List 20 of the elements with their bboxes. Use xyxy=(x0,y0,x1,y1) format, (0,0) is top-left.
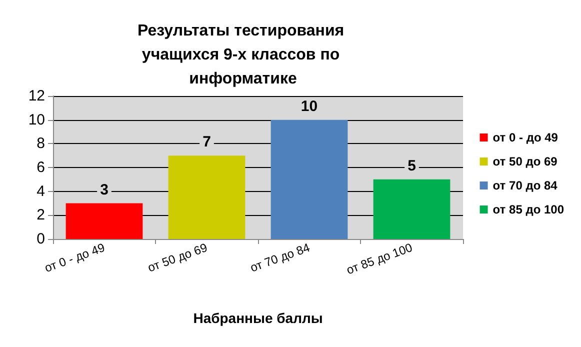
y-tick-label: 10 xyxy=(28,111,45,128)
y-tick-label: 2 xyxy=(36,206,45,224)
x-tick-label: от 70 до 84 xyxy=(248,240,312,275)
x-tick-label: от 50 до 69 xyxy=(146,240,210,275)
data-label: 3 xyxy=(100,181,108,198)
chart-title: Результаты тестирования учащихся 9-х классов по информатике xyxy=(137,22,349,88)
y-tick-label: 4 xyxy=(36,182,45,200)
data-label: 7 xyxy=(202,134,211,151)
legend-label: от 50 до 69 xyxy=(492,154,558,168)
y-tick-label: 8 xyxy=(36,135,45,152)
legend-label: от 70 до 84 xyxy=(492,178,558,192)
x-axis-title: Набранные баллы xyxy=(193,310,323,326)
y-tick-label: 0 xyxy=(36,230,45,248)
y-tick-label: 6 xyxy=(36,159,45,176)
data-label: 5 xyxy=(408,157,416,174)
x-tick-label: от 85 до 100 xyxy=(344,240,414,278)
data-label: 10 xyxy=(300,98,318,115)
y-tick-label: 12 xyxy=(28,88,45,104)
legend-label: от 85 до 100 xyxy=(492,202,564,216)
legend-label: от 0 - до 49 xyxy=(492,130,558,144)
